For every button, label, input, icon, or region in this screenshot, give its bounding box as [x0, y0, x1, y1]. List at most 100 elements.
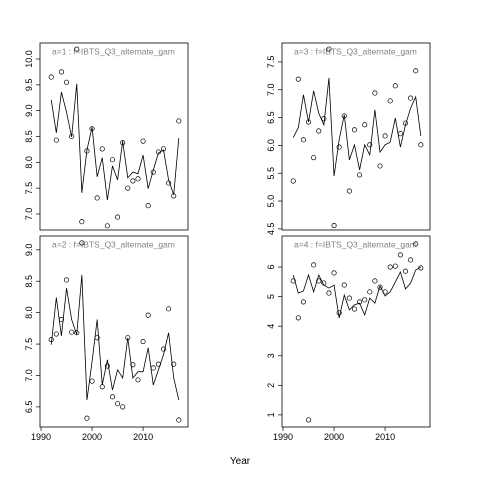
data-point: [166, 306, 172, 312]
data-point: [321, 116, 327, 122]
data-point: [69, 329, 75, 335]
data-point: [160, 146, 167, 152]
data-point: [357, 299, 363, 305]
data-point: [300, 299, 306, 305]
data-point: [413, 241, 419, 247]
data-point: [120, 140, 126, 146]
y-tick-label: 4.5: [266, 223, 276, 236]
data-point: [84, 415, 90, 421]
data-point: [176, 417, 182, 423]
data-point: [387, 264, 393, 270]
y-tick-label: 9.0: [24, 244, 34, 257]
data-point: [115, 401, 121, 407]
data-point: [63, 277, 70, 283]
y-tick-label: 7.0: [24, 369, 34, 382]
data-point: [145, 312, 151, 318]
data-point: [130, 362, 136, 368]
panel-frame: [39, 235, 189, 428]
data-point: [331, 222, 337, 229]
data-point: [392, 263, 398, 269]
data-point: [418, 142, 424, 148]
panel: a=2 : f=IBTS_Q3_alternate_gam: [48, 239, 182, 423]
data-point: [311, 155, 317, 161]
panel-title: a=2 : f=IBTS_Q3_alternate_gam: [52, 239, 175, 249]
x-tick-label: 2010: [133, 432, 153, 442]
y-tick-label: 5.0: [266, 195, 276, 208]
data-point: [311, 262, 317, 268]
data-point: [125, 335, 131, 341]
data-point: [155, 149, 161, 155]
data-point: [48, 74, 54, 80]
panel-title: a=1 : f=IBTS_Q3_alternate_gam: [52, 46, 175, 56]
y-tick-label: 9.5: [24, 79, 34, 92]
data-point: [295, 76, 301, 82]
data-point: [140, 339, 146, 345]
y-tick-label: 4: [266, 324, 276, 329]
panel-title: a=4 : f=IBTS_Q3_alternate_gam: [294, 239, 417, 249]
data-point: [109, 157, 116, 163]
data-point: [418, 265, 424, 271]
data-point: [155, 361, 161, 367]
y-tick-label: 8.5: [24, 130, 34, 143]
data-point: [346, 188, 352, 194]
data-point: [74, 330, 80, 336]
data-point: [305, 417, 312, 423]
data-point: [89, 378, 95, 384]
data-point: [372, 278, 378, 284]
data-point: [351, 127, 358, 133]
data-point: [382, 289, 388, 295]
fitted-line: [292, 78, 422, 177]
y-tick-label: 2: [266, 383, 276, 388]
data-point: [48, 337, 54, 343]
data-point: [305, 119, 312, 125]
x-axis-label: Year: [230, 456, 251, 467]
data-point: [79, 219, 85, 225]
fitted-line: [292, 266, 422, 318]
panel: a=3 : f=IBTS_Q3_alternate_gam: [290, 46, 424, 229]
y-tick-label: 7.0: [24, 208, 34, 221]
y-tick-label: 6: [266, 265, 276, 270]
data-point: [89, 126, 95, 132]
y-tick-label: 5.5: [266, 167, 276, 180]
data-point: [326, 46, 332, 52]
data-point: [150, 169, 156, 175]
data-point: [63, 79, 70, 85]
data-point: [392, 83, 398, 89]
data-point: [290, 278, 296, 284]
data-point: [316, 128, 322, 134]
data-point: [321, 280, 327, 286]
data-point: [377, 163, 383, 169]
data-point: [99, 146, 105, 152]
data-point: [351, 306, 358, 312]
y-tick-label: 7.5: [24, 182, 34, 195]
fitted-line: [50, 274, 180, 401]
y-tick-label: 6.0: [266, 139, 276, 152]
x-tick-label: 2000: [82, 432, 102, 442]
y-tick-label: 8.0: [24, 306, 34, 319]
data-point: [150, 365, 156, 371]
y-tick-label: 7.5: [24, 338, 34, 351]
data-point: [115, 214, 121, 220]
panel-title: a=3 : f=IBTS_Q3_alternate_gam: [294, 46, 417, 56]
data-point: [382, 133, 388, 139]
data-point: [341, 113, 347, 119]
x-tick-label: 1990: [31, 432, 51, 442]
data-point: [120, 404, 126, 410]
panel-frame: [39, 42, 189, 231]
x-tick-label: 1990: [273, 432, 293, 442]
fitted-line: [50, 83, 180, 201]
y-tick-label: 8.5: [24, 275, 34, 288]
data-point: [397, 252, 403, 258]
x-tick-label: 2000: [324, 432, 344, 442]
data-point: [125, 185, 131, 191]
y-tick-label: 5: [266, 294, 276, 299]
data-point: [362, 297, 368, 303]
data-point: [341, 282, 347, 288]
data-point: [397, 131, 403, 137]
data-point: [387, 98, 393, 104]
data-point: [367, 289, 373, 295]
data-point: [290, 178, 296, 184]
data-point: [171, 193, 177, 199]
data-point: [331, 270, 337, 276]
